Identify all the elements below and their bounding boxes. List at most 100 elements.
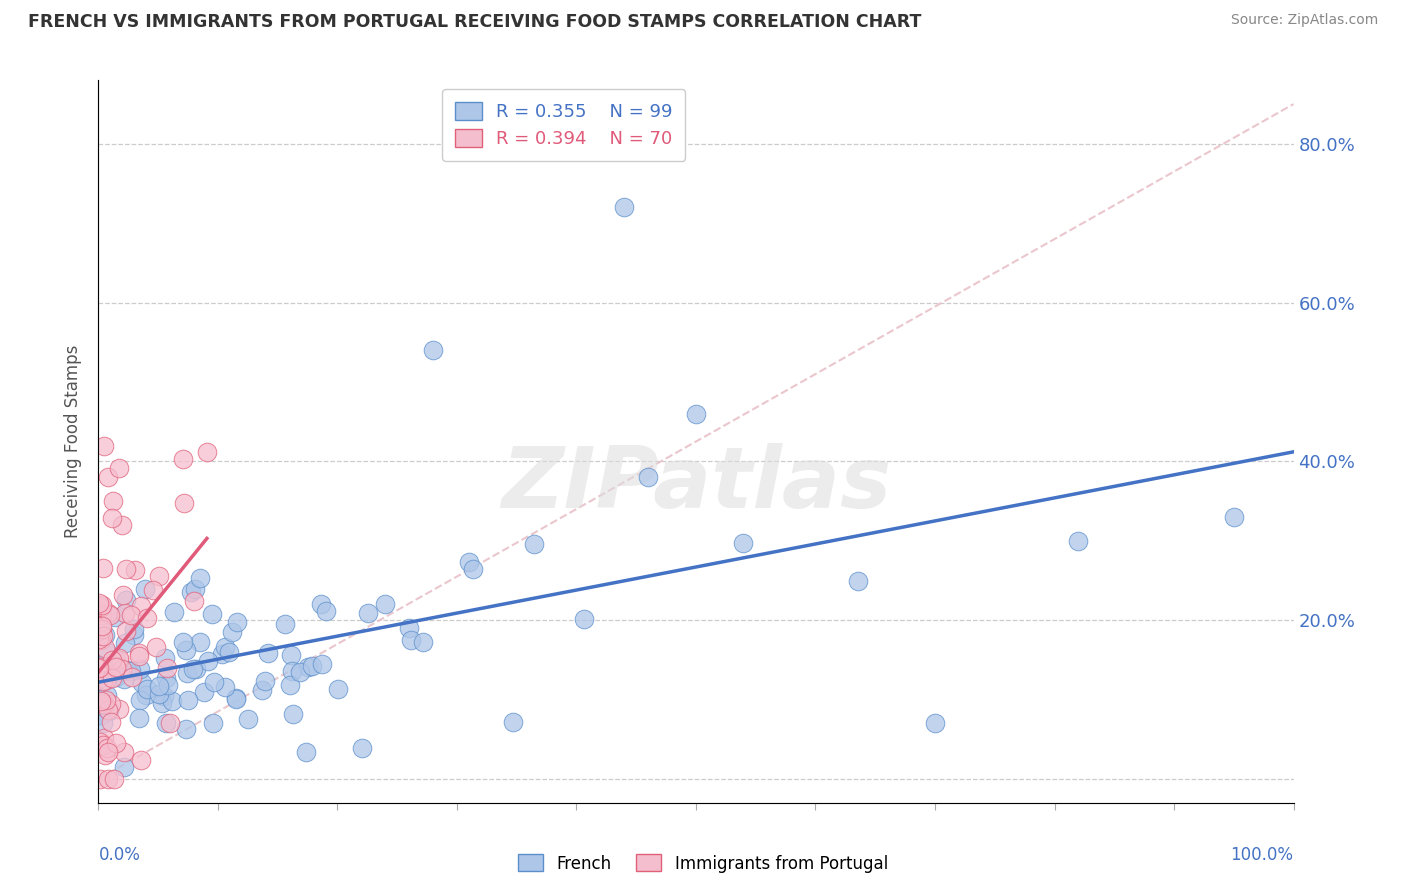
Point [111,662,134,676]
Point [115,593,138,607]
Point [352,741,374,756]
Point [288,665,311,680]
Point [90,633,112,648]
Point [278,678,301,692]
Point [107,653,129,667]
Point [128,648,150,663]
Point [104,610,127,624]
Point [93,731,115,746]
Point [97,703,120,717]
Point [183,593,205,607]
Point [115,663,138,677]
Point [176,666,198,681]
Point [100,697,122,711]
Point [214,680,236,694]
Point [163,605,186,619]
Point [159,716,181,731]
Point [96,741,118,756]
Point [155,661,177,675]
Point [115,561,138,575]
Point [115,624,138,639]
Point [193,685,215,699]
Point [120,664,142,678]
Point [281,664,304,678]
Point [412,635,434,649]
Point [148,687,170,701]
Point [202,674,225,689]
Point [120,607,142,622]
Point [111,665,134,679]
Point [128,711,150,725]
Point [112,745,135,759]
Point [104,653,127,667]
Point [90,708,112,723]
Point [97,745,120,759]
Point [280,648,302,662]
Point [254,673,277,688]
Point [238,712,260,726]
Point [218,645,240,659]
Point [94,693,117,707]
Point [201,715,224,730]
Text: 100.0%: 100.0% [1230,847,1294,864]
Point [90,599,112,614]
Point [122,628,145,642]
Point [91,598,114,612]
Point [94,627,117,641]
Point [357,606,380,620]
Point [87,740,110,755]
Text: 0.0%: 0.0% [98,847,141,864]
Point [107,661,129,675]
Point [225,691,247,706]
Point [637,470,659,484]
Point [131,675,153,690]
Point [114,606,136,620]
Point [523,537,546,551]
Point [98,705,121,719]
Point [181,662,204,676]
Point [846,574,869,588]
Text: ZIPatlas: ZIPatlas [501,443,891,526]
Point [613,200,636,214]
Point [301,659,323,673]
Point [422,343,444,358]
Point [155,671,177,685]
Point [502,714,524,729]
Point [129,599,152,613]
Point [274,617,297,632]
Point [225,691,247,706]
Point [572,612,595,626]
Point [101,494,124,508]
Point [94,747,117,762]
Point [173,496,195,510]
Point [315,604,337,618]
Point [155,716,177,731]
Point [104,670,127,684]
Point [100,652,122,666]
Point [184,662,207,676]
Text: Source: ZipAtlas.com: Source: ZipAtlas.com [1230,13,1378,28]
Point [114,636,136,650]
Point [97,772,120,786]
Point [731,536,754,550]
Point [91,608,114,623]
Point [124,563,146,577]
Point [1223,510,1246,524]
Point [87,632,110,646]
Point [94,673,117,687]
Point [87,596,110,610]
Point [129,754,152,768]
Point [685,407,707,421]
Point [150,697,173,711]
Point [135,681,157,696]
Point [399,632,422,647]
Point [100,607,122,622]
Point [96,688,118,702]
Point [297,660,319,674]
Y-axis label: Receiving Food Stamps: Receiving Food Stamps [65,345,83,538]
Point [374,597,396,611]
Point [111,588,134,602]
Point [148,569,170,583]
Point [148,679,170,693]
Point [184,582,207,597]
